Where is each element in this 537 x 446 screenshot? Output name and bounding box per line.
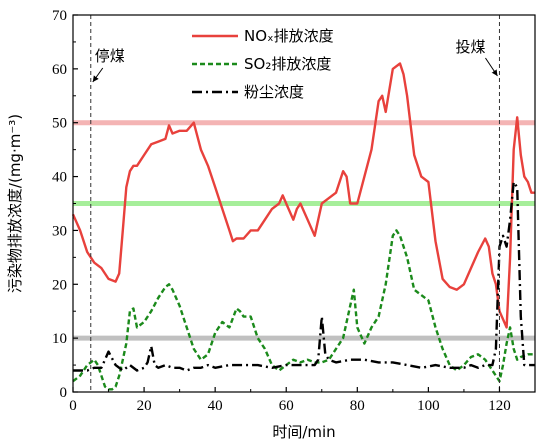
legend-label-1: SO₂排放浓度 xyxy=(244,55,331,73)
y-tick-label: 20 xyxy=(52,277,67,293)
legend-label-0: NOₓ排放浓度 xyxy=(244,27,334,45)
y-axis-label: 污染物排放浓度/(mg·m⁻³) xyxy=(6,114,24,293)
y-tick-label: 0 xyxy=(60,385,68,401)
reference-lines xyxy=(73,120,535,341)
series-lines xyxy=(71,62,535,391)
x-tick-label: 80 xyxy=(350,398,365,414)
annotation-arrow xyxy=(92,67,104,83)
x-axis-ticks: 0 20 40 60 80 100 120 xyxy=(69,387,511,414)
x-tick-label: 20 xyxy=(137,398,152,414)
series-line-0 xyxy=(71,62,535,329)
x-tick-label: 120 xyxy=(488,398,511,414)
x-tick-label: 100 xyxy=(417,398,440,414)
x-tick-label: 40 xyxy=(208,398,223,414)
annotation-stop-coal: 停煤 xyxy=(95,47,125,65)
x-tick-label: 0 xyxy=(69,398,77,414)
annotation-add-coal: 投煤 xyxy=(455,38,485,56)
x-tick-label: 60 xyxy=(279,398,294,414)
legend-label-2: 粉尘浓度 xyxy=(244,83,304,101)
y-tick-label: 30 xyxy=(52,223,67,239)
y-tick-label: 60 xyxy=(52,62,67,78)
y-axis-ticks: 0 10 20 30 40 50 60 70 xyxy=(52,8,78,401)
series-line-1 xyxy=(72,229,535,391)
y-tick-label: 10 xyxy=(52,331,67,347)
y-tick-label: 40 xyxy=(52,170,67,186)
y-tick-label: 70 xyxy=(52,8,67,24)
x-axis-label: 时间/min xyxy=(272,423,335,441)
series-line-2 xyxy=(73,180,535,372)
annotations: 停煤 投煤 xyxy=(92,38,498,83)
y-tick-label: 50 xyxy=(52,116,67,132)
annotation-arrow xyxy=(485,57,498,77)
